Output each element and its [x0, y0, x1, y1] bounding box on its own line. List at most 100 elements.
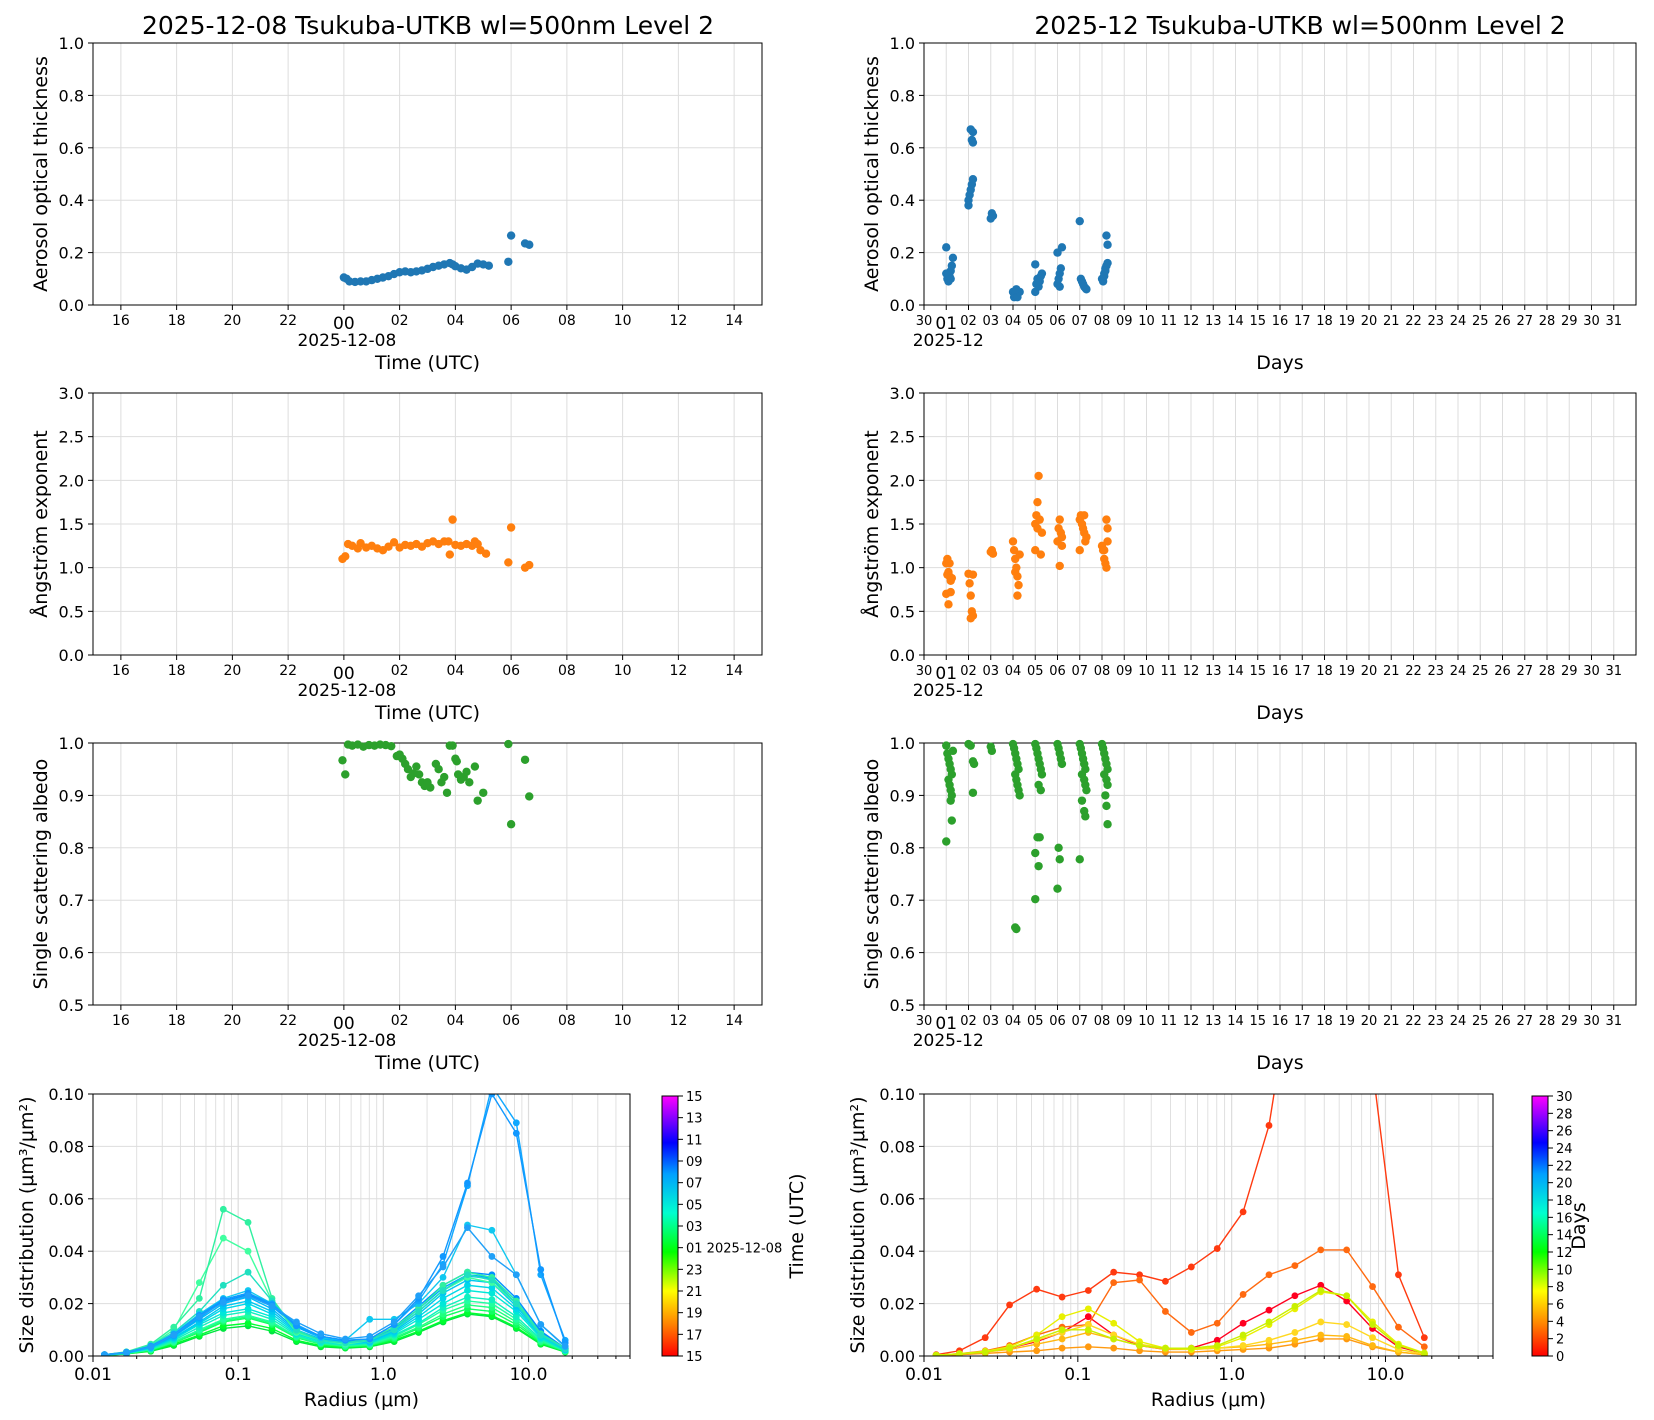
data-point: [1058, 1335, 1066, 1343]
data-point: [1058, 1344, 1066, 1352]
x-tick-label: 00: [333, 314, 355, 334]
data-point: [147, 1343, 155, 1351]
data-point: [1084, 1305, 1092, 1313]
data-point: [1136, 1271, 1143, 1279]
data-point: [1084, 1321, 1092, 1328]
plot-frame: [923, 42, 1637, 306]
colorbar-tick-label: 0: [1556, 1350, 1564, 1365]
data-point: [512, 1129, 520, 1137]
y-tick-label: 0.02: [48, 1295, 84, 1314]
data-point: [1054, 843, 1063, 852]
x-tick-label: 14: [1227, 1014, 1244, 1029]
y-axis-label: Single scattering albedo: [30, 759, 52, 990]
x-axis-label: Days: [1256, 352, 1303, 374]
y-tick-label: 0.2: [59, 244, 84, 263]
series-line: [936, 1094, 1425, 1356]
data-point: [1343, 1332, 1351, 1340]
colorbar-tick-label: 26: [1556, 1125, 1573, 1140]
data-point: [512, 1300, 520, 1307]
y-tick-label: 0.8: [59, 86, 84, 105]
data-point: [1034, 861, 1043, 871]
data-point: [946, 796, 955, 805]
x-tick-label: 04: [446, 1013, 464, 1029]
data-point: [969, 759, 979, 769]
colorbar-tick-label: 12: [1556, 1246, 1573, 1261]
data-point: [452, 757, 461, 766]
data-point: [488, 1094, 496, 1098]
monthly-angstrom-panel: 30 01 02 03 04 05 06 07 08 09 10 11 12 13 14 15 16 17 18 19…: [860, 384, 1637, 724]
colorbar-tick-label: 28: [1556, 1107, 1573, 1122]
x-tick-label: 25: [1472, 664, 1489, 679]
data-point: [1101, 791, 1110, 800]
data-point: [488, 1289, 496, 1297]
x-tick-label: 31: [1605, 1014, 1622, 1029]
data-point: [537, 1331, 545, 1339]
x-tick-label: 10: [1138, 664, 1155, 679]
data-point: [470, 762, 480, 771]
colorbar-tick-label: 15: [686, 1350, 703, 1365]
x-tick-label: 30: [916, 1014, 933, 1029]
data-point: [439, 1281, 447, 1289]
data-point: [1033, 1335, 1041, 1343]
x-tick-label: 10: [1138, 1014, 1155, 1029]
data-point: [1014, 580, 1023, 590]
data-point: [341, 770, 350, 779]
data-point: [1110, 1344, 1118, 1352]
data-point: [932, 1351, 940, 1356]
colorbar-tick-label: 24: [1556, 1142, 1573, 1157]
data-point: [1369, 1334, 1376, 1342]
colorbar-tick-label: 07: [686, 1177, 703, 1192]
data-point: [1057, 759, 1067, 769]
data-point: [1031, 260, 1040, 269]
data-point: [1110, 1319, 1118, 1327]
data-point: [488, 1276, 496, 1284]
x-tick-label: 05: [1027, 314, 1044, 329]
x-tick-label: 15: [1249, 1014, 1266, 1029]
y-tick-label: 0.6: [890, 139, 915, 158]
x-tick-label: 03: [982, 664, 999, 679]
y-axis-label: Ångström exponent: [860, 430, 883, 618]
data-point: [484, 261, 494, 270]
x-tick-label: 30: [1583, 1014, 1600, 1029]
y-tick-label: 0.6: [59, 944, 84, 963]
data-point: [1033, 524, 1042, 533]
data-point: [1343, 1292, 1351, 1300]
y-tick-label: 0.0: [59, 296, 84, 315]
x-tick-label: 30: [916, 314, 933, 329]
x-tick-label: 28: [1539, 664, 1556, 679]
x-tick-label: 19: [1338, 1014, 1355, 1029]
data-point: [1265, 1318, 1273, 1326]
y-tick-label: 0.4: [890, 191, 915, 210]
y-tick-label: 2.0: [890, 471, 915, 490]
colorbar-tick-label: 15: [686, 1090, 703, 1105]
x-tick-label: 16: [112, 1013, 130, 1029]
y-tick-label: 0.9: [59, 786, 84, 805]
data-point: [1033, 1285, 1041, 1293]
data-point: [1075, 546, 1084, 555]
x-tick-label: 10.0: [1367, 1365, 1405, 1385]
colorbar-tick-label: 01 2025-12-08: [686, 1242, 782, 1257]
data-point: [445, 550, 454, 559]
x-tick-label: 23: [1427, 664, 1444, 679]
data-point: [244, 1247, 252, 1255]
data-point: [170, 1331, 178, 1339]
data-point: [219, 1234, 227, 1242]
monthly-ssa-panel: 30 01 02 03 04 05 06 07 08 09 10 11 12 13 14 15 16 17 18 19…: [861, 734, 1637, 1074]
colorbar-tick-label: 20: [1556, 1177, 1573, 1192]
x-tick-label: 21: [1383, 314, 1400, 329]
time-colorbar-gradient: [661, 1095, 679, 1357]
x-tick-label: 16: [112, 313, 130, 329]
x-tick-label: 19: [1338, 664, 1355, 679]
x-tick-label: 04: [1005, 314, 1022, 329]
x-tick-label: 31: [1605, 314, 1622, 329]
data-point: [317, 1330, 325, 1338]
x-tick-label: 26: [1494, 664, 1511, 679]
data-point: [1162, 1277, 1169, 1285]
x-tick-label: 00: [333, 664, 355, 684]
x-tick-label: 23: [1427, 314, 1444, 329]
data-point: [244, 1218, 252, 1226]
colorbar-tick-label: 03: [686, 1220, 703, 1235]
data-point: [1053, 884, 1062, 893]
plot-frame: [923, 392, 1637, 656]
